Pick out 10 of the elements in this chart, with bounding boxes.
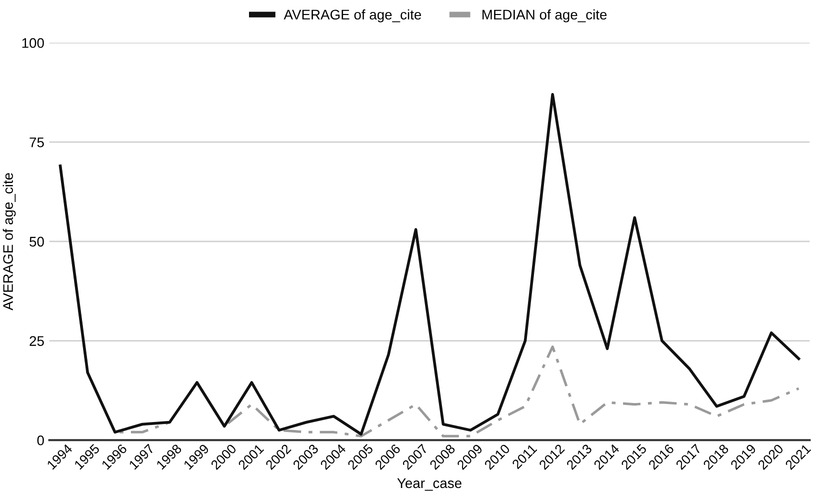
- y-tick-label: 0: [37, 435, 44, 446]
- y-tick-label: 25: [30, 336, 44, 346]
- y-tick-label: 75: [30, 138, 44, 148]
- y-axis-title: AVERAGE of age_cite: [2, 173, 16, 310]
- legend-label: MEDIAN of age_cite: [482, 9, 607, 22]
- x-axis-title: Year_case: [397, 478, 462, 491]
- line-series: [58, 93, 800, 436]
- legend-label: AVERAGE of age_cite: [284, 9, 422, 22]
- y-tick-label: 50: [30, 236, 44, 247]
- y-tick-label: 100: [22, 38, 44, 48]
